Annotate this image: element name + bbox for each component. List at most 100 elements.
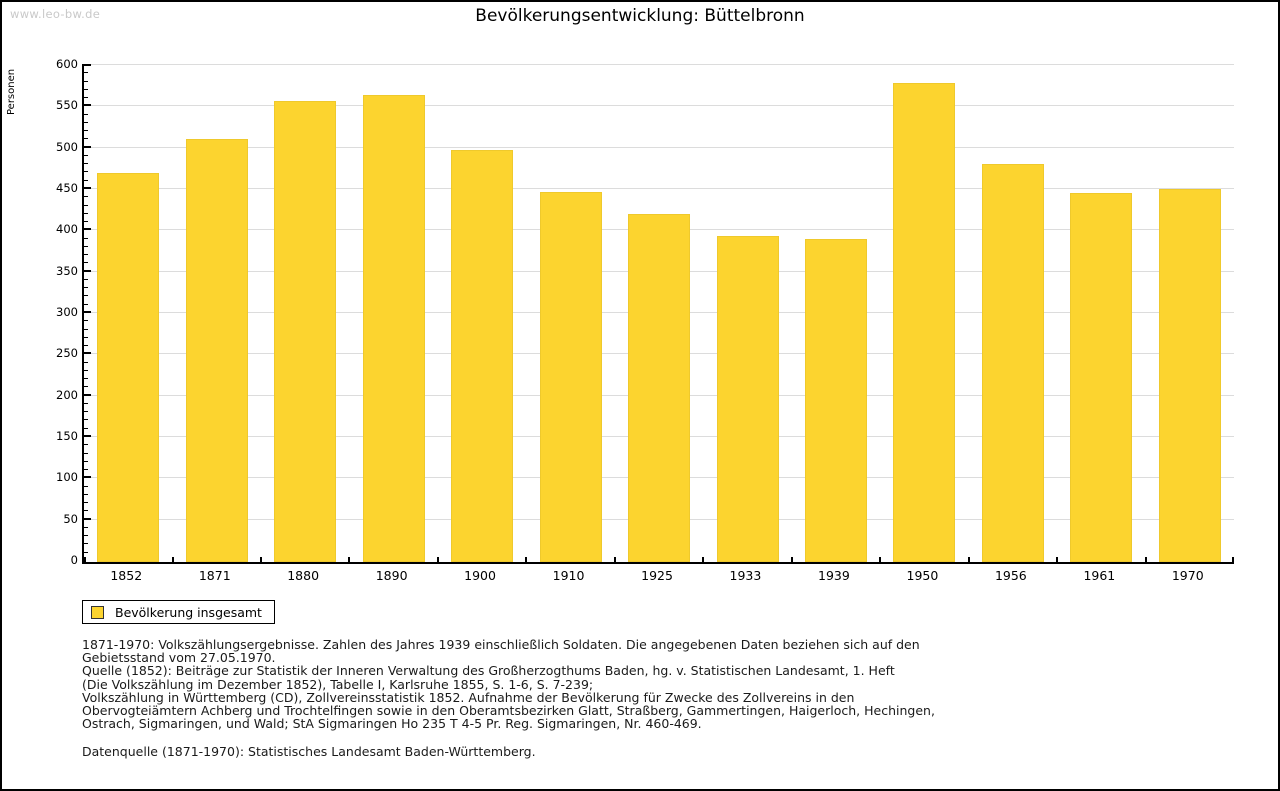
y-tick-major xyxy=(84,104,91,106)
x-tick xyxy=(525,557,528,562)
y-tick-major xyxy=(84,476,91,478)
y-tick-minor xyxy=(84,304,88,305)
gridline xyxy=(84,147,1234,148)
bar-1890 xyxy=(362,95,425,562)
y-axis-tick-label: 0 xyxy=(70,553,78,567)
y-tick-minor xyxy=(84,370,88,371)
bar-1970 xyxy=(1158,189,1221,562)
bar-1961 xyxy=(1070,193,1133,562)
y-axis-tick-label: 600 xyxy=(56,57,78,71)
footnote-line: Gebietsstand vom 27.05.1970. xyxy=(82,650,276,666)
x-axis-tick-label: 1961 xyxy=(1083,568,1116,583)
watermark: www.leo-bw.de xyxy=(10,7,101,21)
x-axis-tick-label: 1890 xyxy=(375,568,408,583)
y-tick-minor xyxy=(84,163,88,164)
x-axis-tick-label: 1970 xyxy=(1171,568,1204,583)
y-tick-minor xyxy=(84,89,88,90)
bar-1852 xyxy=(97,173,160,562)
legend-label: Bevölkerung insgesamt xyxy=(115,604,262,620)
y-tick-minor xyxy=(84,378,88,379)
y-axis-tick-label: 150 xyxy=(56,429,78,443)
bar-1933 xyxy=(716,236,779,562)
footnote-line: Ostrach, Sigmaringen, und Wald; StA Sigm… xyxy=(82,716,702,732)
x-axis-tick-label: 1871 xyxy=(198,568,231,583)
y-tick-minor xyxy=(84,461,88,462)
y-tick-minor xyxy=(84,535,88,536)
y-tick-minor xyxy=(84,403,88,404)
y-tick-major xyxy=(84,352,91,354)
x-axis-tick-label: 1939 xyxy=(818,568,850,583)
y-tick-minor xyxy=(84,494,88,495)
y-tick-minor xyxy=(84,97,88,98)
y-tick-minor xyxy=(84,196,88,197)
y-tick-minor xyxy=(84,213,88,214)
y-tick-major xyxy=(84,228,91,230)
y-tick-major xyxy=(84,64,91,66)
y-axis-tick-label: 250 xyxy=(56,346,78,360)
y-tick-minor xyxy=(84,238,88,239)
footnote-lines: 1871-1970: Volkszählungsergebnisse. Zahl… xyxy=(82,638,1262,732)
x-tick xyxy=(259,557,262,562)
x-tick xyxy=(613,557,616,562)
datasource-line: Datenquelle (1871-1970): Statistisches L… xyxy=(82,744,536,759)
y-tick-minor xyxy=(84,428,88,429)
y-tick-minor xyxy=(84,386,88,387)
bar-1900 xyxy=(451,150,514,562)
y-tick-minor xyxy=(84,510,88,511)
x-tick xyxy=(436,557,439,562)
y-tick-minor xyxy=(84,246,88,247)
y-tick-major xyxy=(84,311,91,313)
footnote-line: Quelle (1852): Beiträge zur Statistik de… xyxy=(82,663,895,679)
x-axis-tick-label: 1910 xyxy=(552,568,585,583)
x-tick xyxy=(1144,557,1147,562)
y-tick-minor xyxy=(84,502,88,503)
y-tick-minor xyxy=(84,444,88,445)
x-axis-tick-label: 1852 xyxy=(110,568,143,583)
y-tick-minor xyxy=(84,221,88,222)
bar-1871 xyxy=(185,139,248,562)
x-tick xyxy=(171,557,174,562)
y-axis-tick-label: 450 xyxy=(56,181,78,195)
y-tick-major xyxy=(84,518,91,520)
bar-1925 xyxy=(628,214,690,562)
y-tick-minor xyxy=(84,486,88,487)
legend-swatch-icon xyxy=(91,605,104,619)
y-axis-tick-label: 350 xyxy=(56,264,78,278)
y-tick-minor xyxy=(84,279,88,280)
x-tick xyxy=(84,557,86,562)
bar-1910 xyxy=(539,192,602,562)
x-tick xyxy=(702,557,705,562)
legend: Bevölkerung insgesamt xyxy=(82,600,275,624)
y-tick-minor xyxy=(84,262,88,263)
bar-1956 xyxy=(981,164,1044,562)
y-tick-major xyxy=(84,187,91,189)
chart-title: Bevölkerungsentwicklung: Büttelbronn xyxy=(475,6,805,26)
x-tick xyxy=(1056,557,1059,562)
x-axis-tick-label: 1933 xyxy=(729,568,762,583)
y-tick-minor xyxy=(84,171,88,172)
bar-1880 xyxy=(274,101,337,562)
y-tick-minor xyxy=(84,130,88,131)
x-axis-tick-label: 1950 xyxy=(906,568,939,583)
y-tick-minor xyxy=(84,362,88,363)
y-tick-minor xyxy=(84,345,88,346)
y-tick-minor xyxy=(84,138,88,139)
y-tick-minor xyxy=(84,81,88,82)
y-tick-minor xyxy=(84,469,88,470)
y-axis-tick-label: 50 xyxy=(63,512,78,526)
bar-1939 xyxy=(804,239,867,562)
y-axis-tick-label: 100 xyxy=(56,470,78,484)
plot-area xyxy=(82,64,1234,564)
y-tick-minor xyxy=(84,527,88,528)
y-tick-minor xyxy=(84,72,88,73)
x-axis-tick-label: 1925 xyxy=(641,568,673,583)
y-tick-major xyxy=(84,435,91,437)
gridline xyxy=(84,105,1234,106)
y-tick-major xyxy=(84,146,91,148)
gridline xyxy=(84,64,1234,65)
y-axis-tick-label: 200 xyxy=(56,388,78,402)
y-tick-minor xyxy=(84,114,88,115)
y-tick-minor xyxy=(84,329,88,330)
x-axis-tick-label: 1956 xyxy=(994,568,1027,583)
y-tick-minor xyxy=(84,419,88,420)
